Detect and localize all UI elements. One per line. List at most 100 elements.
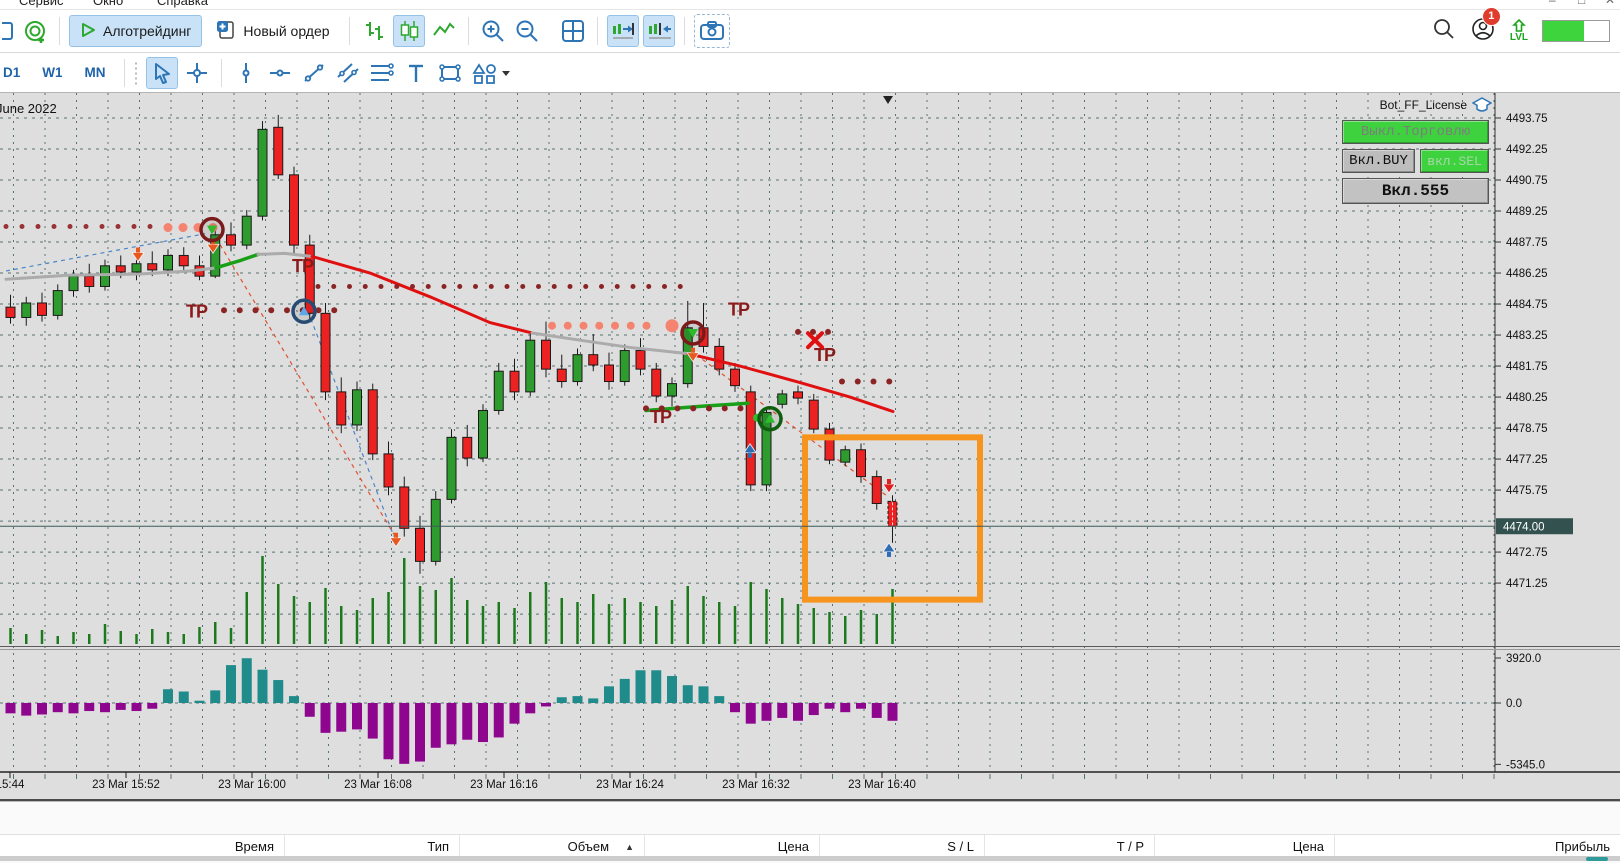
menu-bar: Сервис Окно Справка – □ ✕ (0, 0, 1620, 10)
candle-body (336, 391, 347, 426)
histogram-bar (194, 700, 205, 703)
histogram-bar (541, 703, 551, 707)
cursor-tool[interactable] (145, 56, 178, 89)
menu-service[interactable]: Сервис (19, 0, 64, 8)
column-type[interactable]: Тип (285, 835, 460, 858)
histogram-bar (304, 703, 315, 717)
zoom-in-icon[interactable] (478, 16, 508, 46)
timeframe-w1[interactable]: W1 (42, 65, 63, 80)
column-sl[interactable]: S / L (820, 835, 985, 858)
menu-help[interactable]: Справка (157, 0, 208, 8)
menu-window[interactable]: Окно (93, 0, 124, 8)
histogram-bar (241, 658, 252, 703)
scrollbar-thumb[interactable] (1586, 857, 1608, 861)
sell-on-button[interactable]: вкл.SEL (1420, 149, 1489, 173)
trade-off-button[interactable]: Выкл.Торговлю (1342, 120, 1489, 144)
candle-body (777, 393, 788, 405)
histogram-bar (619, 678, 630, 703)
histogram-bar (572, 696, 583, 703)
zoom-out-icon[interactable] (512, 16, 542, 46)
candle-body (320, 312, 331, 393)
candle-body (210, 234, 221, 277)
chart-area[interactable]: 4493.75 4492.25 4490.75 4489.25 4487.75 4486.… (0, 92, 1620, 800)
rectangle-tool[interactable] (435, 58, 465, 88)
search-icon[interactable] (1432, 17, 1456, 46)
signal-dot (378, 283, 384, 289)
timeframe-d1[interactable]: D1 (3, 65, 21, 80)
histogram-bar (745, 703, 756, 724)
chart-period-label: June 2022 (0, 101, 57, 116)
trendline-tool[interactable] (299, 58, 329, 88)
price-axis-label: 4483.25 (1506, 330, 1548, 342)
clipped-chart-icon[interactable] (2, 16, 16, 46)
candle-body (856, 449, 866, 478)
auto-scroll-icon[interactable] (642, 15, 675, 47)
horizontal-line-tool[interactable] (265, 58, 295, 88)
license-label-row: Bot_FF_License (1380, 97, 1492, 113)
level-indicator[interactable]: LVL (1510, 19, 1528, 43)
signal-dot (595, 321, 604, 330)
histogram-bar (887, 703, 898, 721)
column-tp[interactable]: T / P (985, 835, 1155, 858)
highlight-rectangle (802, 434, 983, 603)
new-order-button[interactable]: Новый ордер (206, 16, 339, 46)
column-volume[interactable]: Объем ▲ (460, 835, 645, 858)
maximize-button[interactable]: □ (1578, 0, 1586, 7)
timeframe-mn[interactable]: MN (84, 65, 106, 80)
column-time[interactable]: Время (0, 835, 285, 858)
column-profit[interactable]: Прибыль (1555, 839, 1610, 854)
histogram-bar (588, 698, 599, 703)
shapes-tool[interactable] (469, 58, 513, 88)
candle-body (100, 265, 110, 287)
text-tool[interactable] (401, 58, 431, 88)
services-icon[interactable] (20, 16, 50, 46)
channel-tool[interactable] (333, 58, 363, 88)
fibonacci-tool[interactable] (367, 58, 397, 88)
toolbar-drag-handle[interactable] (133, 60, 138, 85)
histogram-bar (336, 703, 347, 732)
histogram-bar (21, 703, 32, 716)
minimize-button[interactable]: – (1549, 0, 1556, 7)
account-progress-bar (1542, 20, 1610, 42)
line-chart-icon[interactable] (429, 16, 459, 46)
price-chart[interactable]: 4493.75 4492.25 4490.75 4489.25 4487.75 4486.… (0, 93, 1620, 800)
histogram-bar (84, 703, 95, 712)
column-price-current[interactable]: Цена (1155, 835, 1335, 858)
histogram-bar (808, 703, 819, 716)
tile-windows-icon[interactable] (558, 16, 588, 46)
candle-body (588, 354, 599, 366)
candlestick-chart-icon[interactable] (392, 15, 425, 47)
bar-chart-icon[interactable] (359, 16, 389, 46)
price-axis-label: 4475.75 (1506, 485, 1548, 497)
screenshot-icon[interactable] (693, 14, 730, 48)
candle-body (289, 174, 299, 246)
signal-dot (362, 283, 368, 289)
notification-badge: 1 (1481, 6, 1501, 26)
histogram-bar (210, 690, 221, 703)
mode-555-button[interactable]: Вкл.555 (1342, 178, 1489, 204)
crosshair-tool[interactable] (182, 58, 212, 88)
histogram-bar (430, 703, 441, 748)
profile-icon[interactable]: 1 (1470, 6, 1501, 47)
level-up-icon (1511, 19, 1526, 32)
histogram-bar (257, 669, 268, 703)
candle-body (178, 254, 189, 267)
candle-body (304, 244, 315, 314)
price-axis-label: 4480.25 (1506, 392, 1548, 404)
signal-dot (163, 223, 173, 233)
progress-fill (1543, 21, 1584, 41)
price-axis-label: 4472.75 (1506, 547, 1548, 559)
chart-shift-icon[interactable] (606, 15, 639, 47)
horizontal-scrollbar[interactable] (0, 856, 1620, 861)
histogram-bar (367, 703, 378, 739)
histogram-bar (147, 703, 158, 709)
candle-body (871, 476, 882, 504)
candle-body (68, 275, 79, 292)
column-price-open[interactable]: Цена (645, 835, 820, 858)
vertical-line-tool[interactable] (231, 58, 261, 88)
close-button[interactable]: ✕ (1605, 0, 1616, 7)
buy-on-button[interactable]: Вкл.BUY (1342, 149, 1415, 173)
price-axis-label: 4489.25 (1506, 206, 1548, 218)
main-toolbar: Алготрейдинг Новый ордер (0, 6, 1620, 53)
algo-trading-button[interactable]: Алготрейдинг (69, 15, 203, 47)
